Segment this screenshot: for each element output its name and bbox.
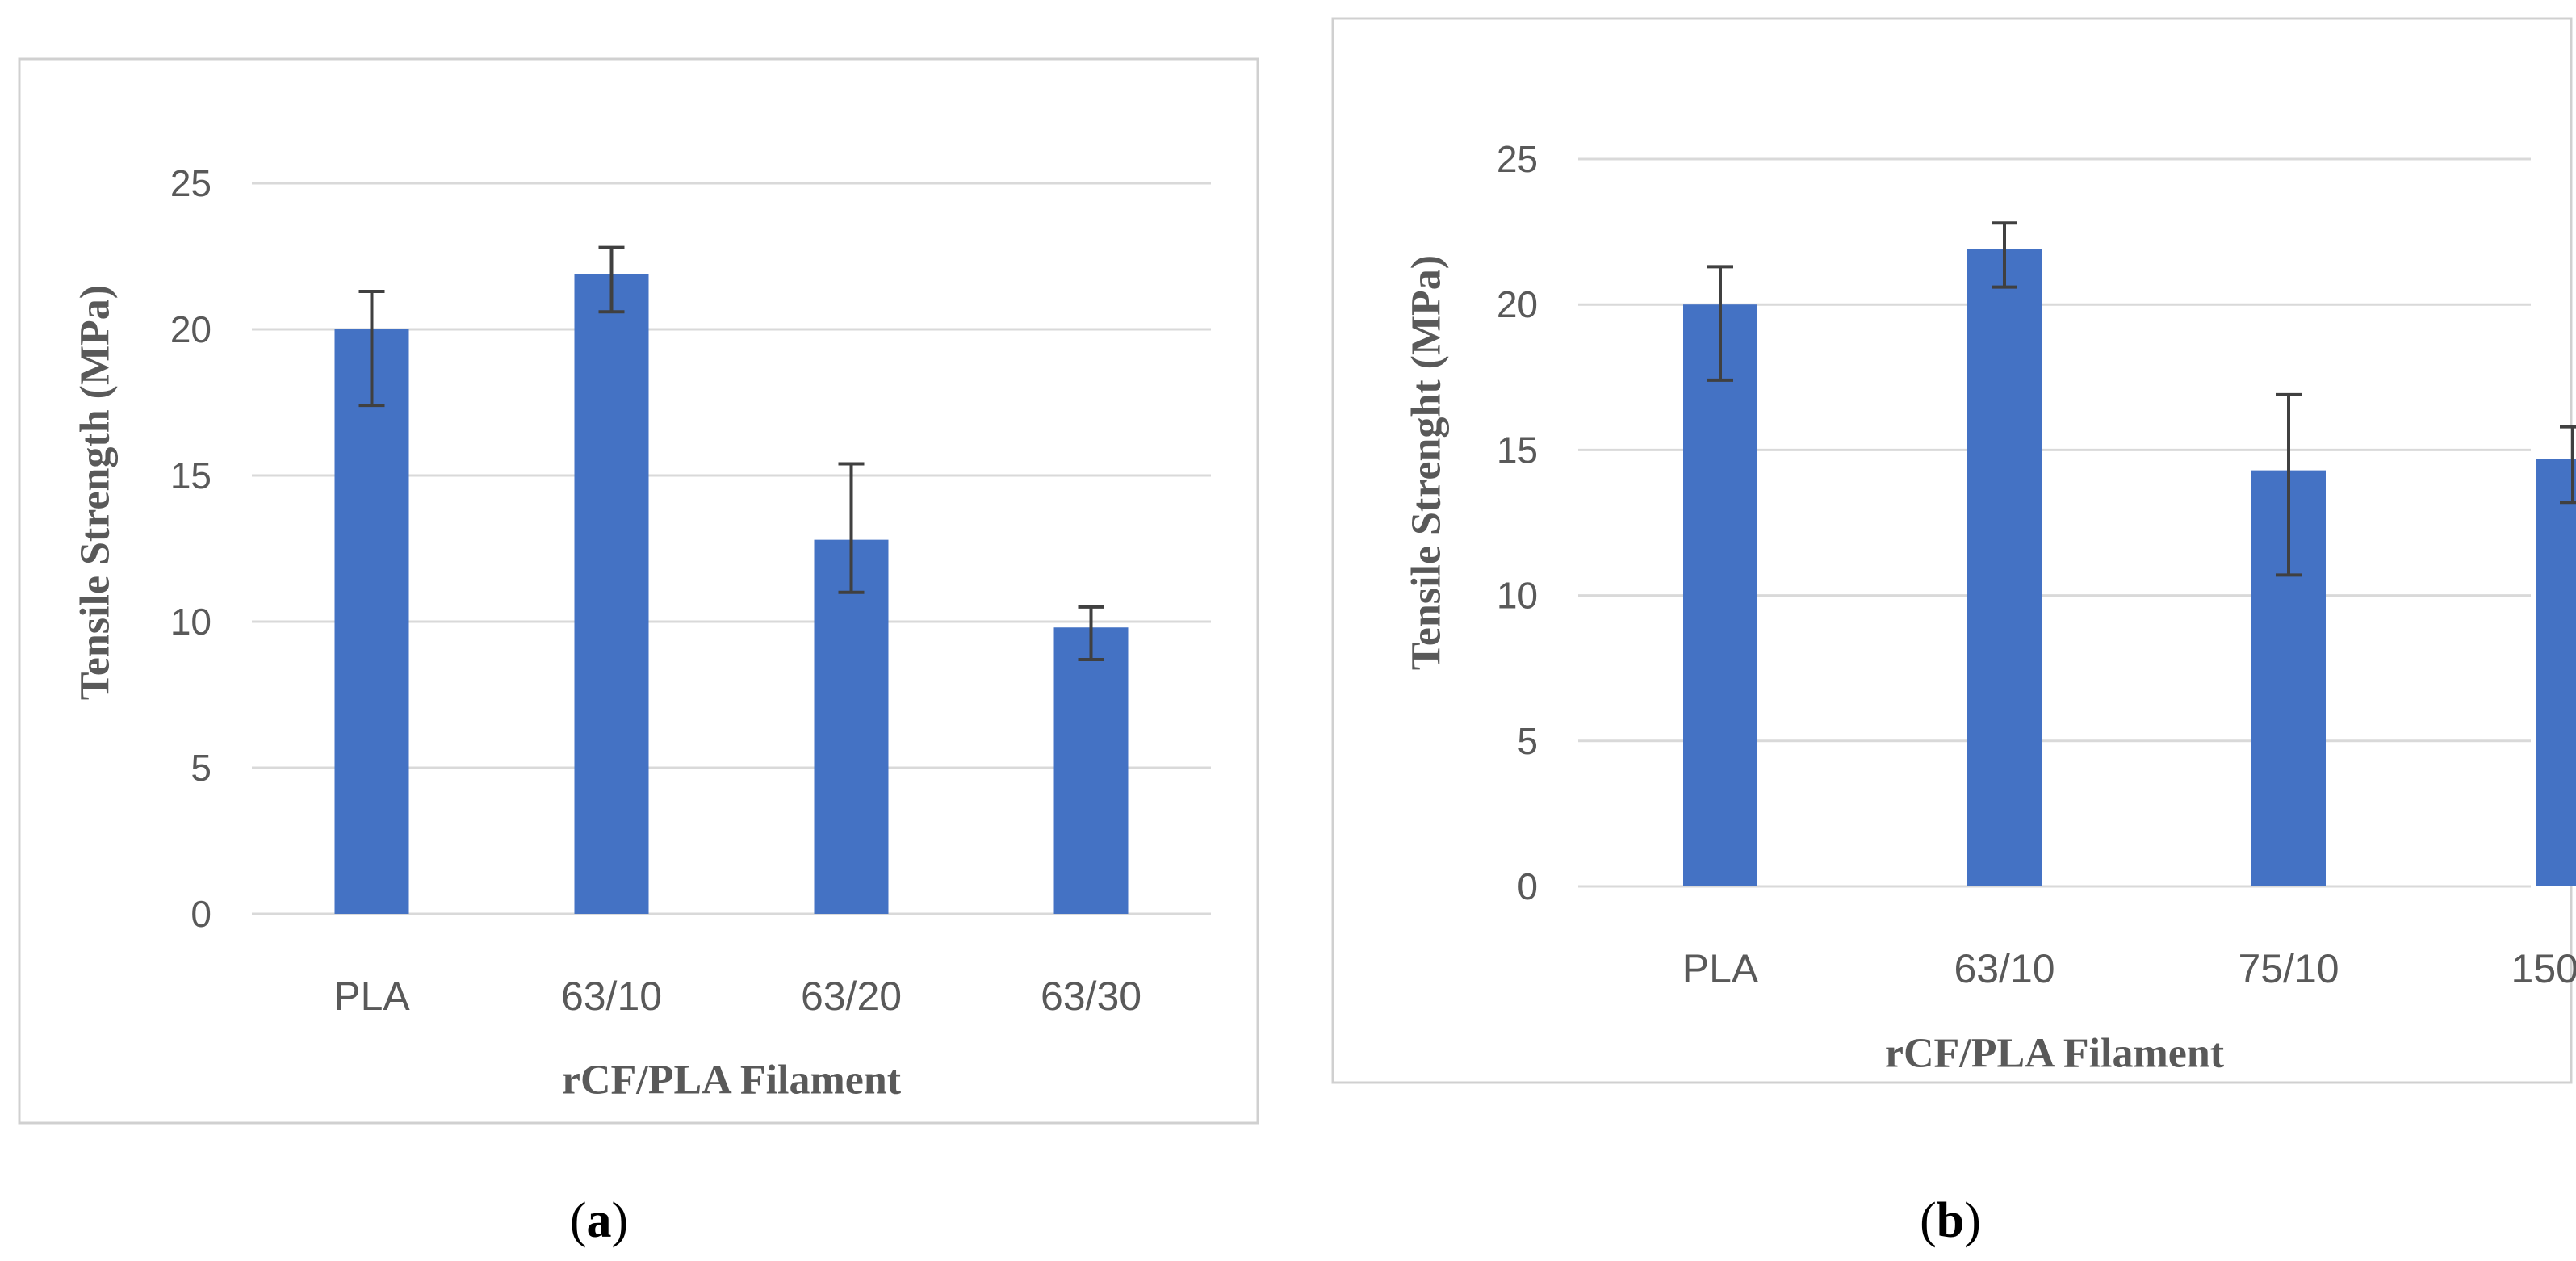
x-tick-label: 63/10 — [561, 974, 662, 1019]
error-bar-PLA — [358, 289, 385, 408]
bar-63/20 — [814, 539, 889, 914]
bar-63/30 — [1053, 627, 1129, 914]
y-tick-label: 25 — [1497, 138, 1538, 180]
bar-63/10 — [1967, 249, 2042, 886]
chart-panel-a: 0 5 10 15 20 25 PLA 63/10 63/20 63/30 rCF/PLA Fila… — [18, 57, 1259, 1248]
error-bar-63/20 — [838, 462, 865, 594]
bar-150/10 — [2536, 459, 2576, 886]
error-bar-75/10 — [2276, 392, 2302, 577]
caption-letter: b — [1937, 1193, 1964, 1248]
caption-letter: a — [587, 1193, 612, 1248]
error-bar-63/10 — [598, 245, 625, 314]
x-tick-label: PLA — [333, 974, 410, 1019]
y-tick-label: 15 — [170, 455, 212, 496]
panel-caption: (a) — [570, 1193, 628, 1248]
error-bar-150/10 — [2560, 425, 2576, 505]
bar-PLA — [334, 329, 409, 914]
caption-open: ( — [570, 1193, 587, 1248]
chart-panel-b: 0 5 10 15 20 25 PLA 63/10 75/10 150/10 rCF/PLA Fil… — [1331, 17, 2576, 1248]
panel-caption: (b) — [1920, 1193, 1981, 1248]
error-bar-63/10 — [1992, 221, 2017, 289]
bar-63/10 — [574, 274, 649, 915]
y-axis-title: Tensile Strenght (MPa) — [1404, 255, 1450, 670]
y-axis-title: Tensile Strength (MPa) — [73, 285, 119, 700]
caption-open: ( — [1920, 1193, 1937, 1248]
x-tick-label: 63/10 — [1954, 946, 2055, 991]
y-tick-label: 20 — [170, 308, 212, 350]
y-tick-label: 5 — [1517, 720, 1538, 762]
chart-frame — [1331, 17, 2573, 1084]
caption-close: ) — [1964, 1193, 1981, 1248]
error-bar-PLA — [1707, 265, 1733, 382]
x-tick-label: 75/10 — [2238, 946, 2339, 991]
caption-close: ) — [612, 1193, 629, 1248]
x-tick-label: 150/10 — [2511, 946, 2576, 991]
y-tick-label: 20 — [1497, 283, 1538, 325]
x-tick-label: PLA — [1682, 946, 1759, 991]
y-tick-label: 0 — [191, 893, 212, 935]
x-tick-label: 63/20 — [801, 974, 902, 1019]
y-tick-label: 5 — [191, 747, 212, 789]
bar-PLA — [1683, 304, 1757, 886]
x-axis-title: rCF/PLA Filament — [562, 1058, 902, 1104]
y-tick-label: 10 — [1497, 575, 1538, 617]
y-tick-label: 0 — [1517, 865, 1538, 907]
y-tick-label: 10 — [170, 601, 212, 643]
y-tick-label: 15 — [1497, 429, 1538, 471]
x-tick-label: 63/30 — [1041, 974, 1141, 1019]
x-axis-title: rCF/PLA Filament — [1885, 1031, 2225, 1077]
error-bar-63/30 — [1078, 605, 1104, 662]
y-tick-label: 25 — [170, 162, 212, 204]
